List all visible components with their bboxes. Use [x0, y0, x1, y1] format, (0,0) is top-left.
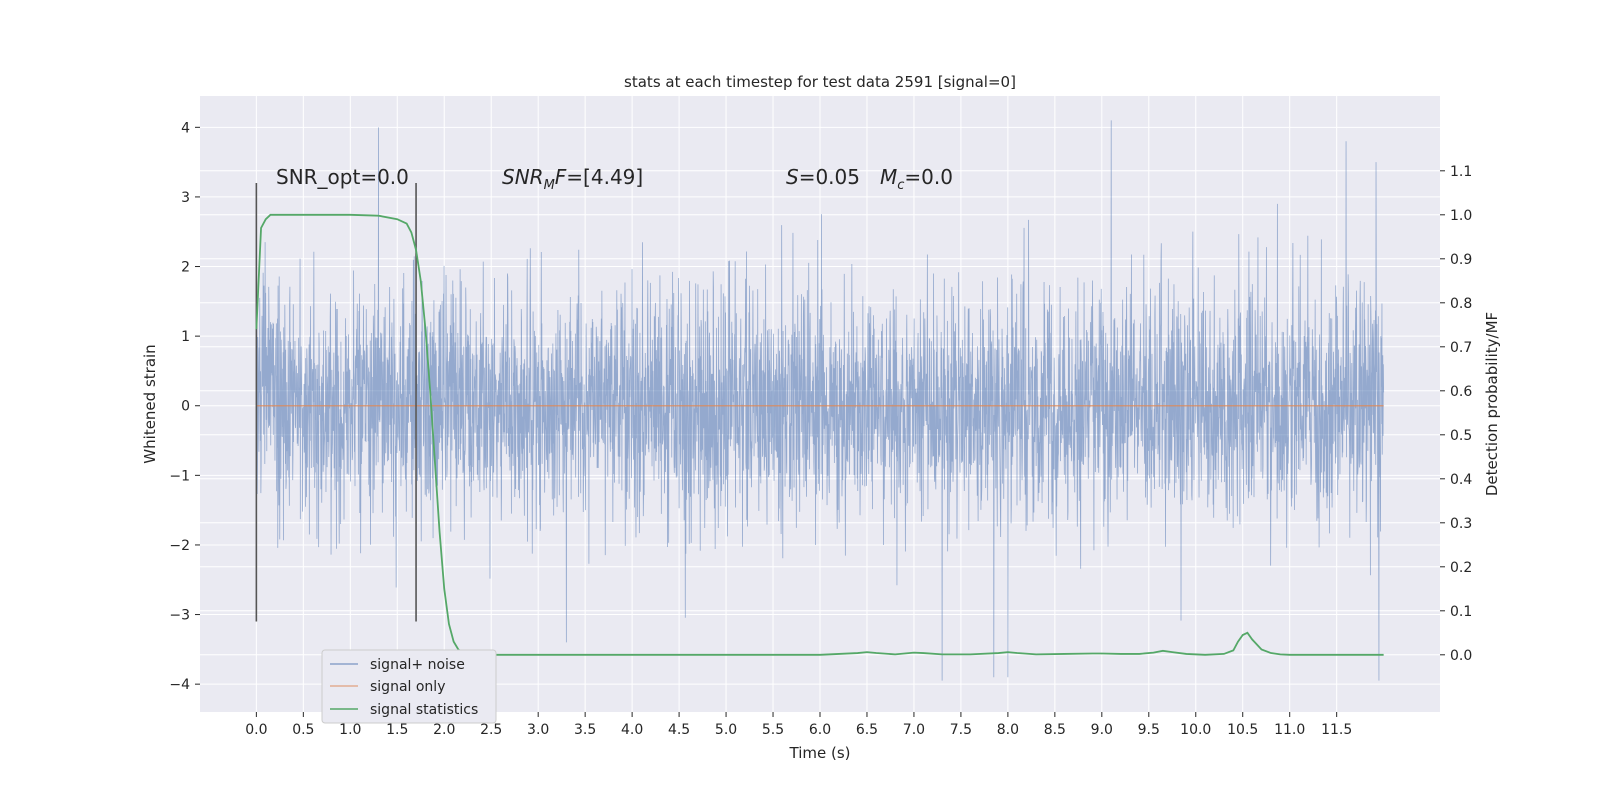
x-tick-label-3: 1.5 — [386, 722, 408, 738]
x-tick-label-23: 11.5 — [1321, 722, 1352, 738]
s-value: =0.05 — [799, 165, 860, 189]
y-tick-label-3: −1 — [169, 468, 190, 484]
x-tick-label-22: 11.0 — [1274, 722, 1305, 738]
signal-statistics-series — [255, 213, 1384, 656]
y2-tick-label-1: 0.1 — [1450, 604, 1472, 620]
legend: signal+ noise signal only signal statist… — [321, 649, 497, 724]
s-symbol: S — [786, 165, 799, 189]
y2-tick-label-7: 0.7 — [1450, 340, 1472, 356]
x-tick-label-13: 6.5 — [856, 722, 878, 738]
x-tick-label-12: 6.0 — [809, 722, 831, 738]
y-axis-ticks: −4 −3 −2 −1 0 1 2 3 4 — [169, 120, 200, 693]
y-tick-label-8: 4 — [181, 120, 190, 136]
y2-tick-label-2: 0.2 — [1450, 560, 1472, 576]
snr-mf-subscript: M — [544, 178, 555, 193]
signal-noise-series — [255, 120, 1385, 681]
mc-annotation: Mc=0.0 — [880, 165, 953, 193]
mc-symbol: M — [880, 165, 897, 189]
x-tick-label-10: 5.0 — [715, 722, 737, 738]
legend-label-signal-noise: signal+ noise — [370, 657, 465, 673]
y2-tick-label-11: 1.1 — [1450, 164, 1472, 180]
x-tick-label-9: 4.5 — [668, 722, 690, 738]
y-tick-label-7: 3 — [181, 190, 190, 206]
y-axis-label: Whitened strain — [141, 344, 159, 463]
snr-mf-value: =[4.49] — [566, 165, 643, 189]
x-tick-label-18: 9.0 — [1091, 722, 1113, 738]
x-tick-label-14: 7.0 — [903, 722, 925, 738]
y-tick-label-4: 0 — [181, 399, 190, 415]
y2-axis-ticks: 0.0 0.1 0.2 0.3 0.4 0.5 0.6 0.7 0.8 0.9 1.0 1.1 — [1440, 164, 1472, 664]
y2-tick-label-4: 0.4 — [1450, 472, 1472, 488]
x-tick-label-2: 1.0 — [339, 722, 361, 738]
x-tick-label-19: 9.5 — [1138, 722, 1160, 738]
x-tick-label-1: 0.5 — [292, 722, 314, 738]
x-tick-label-7: 3.5 — [574, 722, 596, 738]
snr-opt-annotation: SNR_opt=0.0 — [276, 165, 409, 189]
x-tick-label-8: 4.0 — [621, 722, 643, 738]
y2-tick-label-5: 0.5 — [1450, 428, 1472, 444]
x-axis-ticks: 0.0 0.5 1.0 1.5 2.0 2.5 3.0 3.5 4.0 4.5 5.0 5.5 6.0 6… — [245, 712, 1352, 738]
y-tick-label-0: −4 — [169, 677, 190, 693]
snr-mf-symbol: SNR — [502, 165, 544, 189]
signal-noise-line — [255, 120, 1385, 681]
y-tick-label-2: −2 — [169, 538, 190, 554]
y2-tick-label-6: 0.6 — [1450, 384, 1472, 400]
x-tick-label-16: 8.0 — [997, 722, 1019, 738]
x-tick-label-17: 8.5 — [1044, 722, 1066, 738]
y2-tick-label-8: 0.8 — [1450, 296, 1472, 312]
legend-box — [321, 649, 497, 724]
x-tick-label-4: 2.0 — [433, 722, 455, 738]
x-tick-label-6: 3.0 — [527, 722, 549, 738]
mc-value: =0.0 — [904, 165, 953, 189]
legend-label-signal-only: signal only — [370, 679, 445, 695]
y-tick-label-6: 2 — [181, 260, 190, 276]
x-tick-label-0: 0.0 — [245, 722, 267, 738]
x-tick-label-20: 10.0 — [1180, 722, 1211, 738]
legend-label-signal-statistics: signal statistics — [370, 702, 478, 718]
x-axis-label: Time (s) — [789, 744, 851, 762]
x-tick-label-11: 5.5 — [762, 722, 784, 738]
y2-axis-label: Detection probability/MF — [1483, 312, 1501, 496]
snr-mf-symbol-2: F — [555, 165, 567, 189]
mc-subscript: c — [897, 178, 904, 193]
s-annotation: S=0.05 — [786, 165, 860, 189]
y-tick-label-5: 1 — [181, 329, 190, 345]
y2-tick-label-0: 0.0 — [1450, 648, 1472, 664]
signal-statistics-line — [255, 213, 1384, 656]
marker-lines — [255, 183, 417, 622]
y2-tick-label-10: 1.0 — [1450, 208, 1472, 224]
x-tick-label-15: 7.5 — [950, 722, 972, 738]
x-tick-label-5: 2.5 — [480, 722, 502, 738]
snr-mf-annotation: SNRMF=[4.49] — [502, 165, 643, 193]
x-tick-label-21: 10.5 — [1227, 722, 1258, 738]
chart-title: stats at each timestep for test data 259… — [624, 73, 1016, 91]
y-tick-label-1: −3 — [169, 608, 190, 624]
y2-tick-label-9: 0.9 — [1450, 252, 1472, 268]
y2-tick-label-3: 0.3 — [1450, 516, 1472, 532]
